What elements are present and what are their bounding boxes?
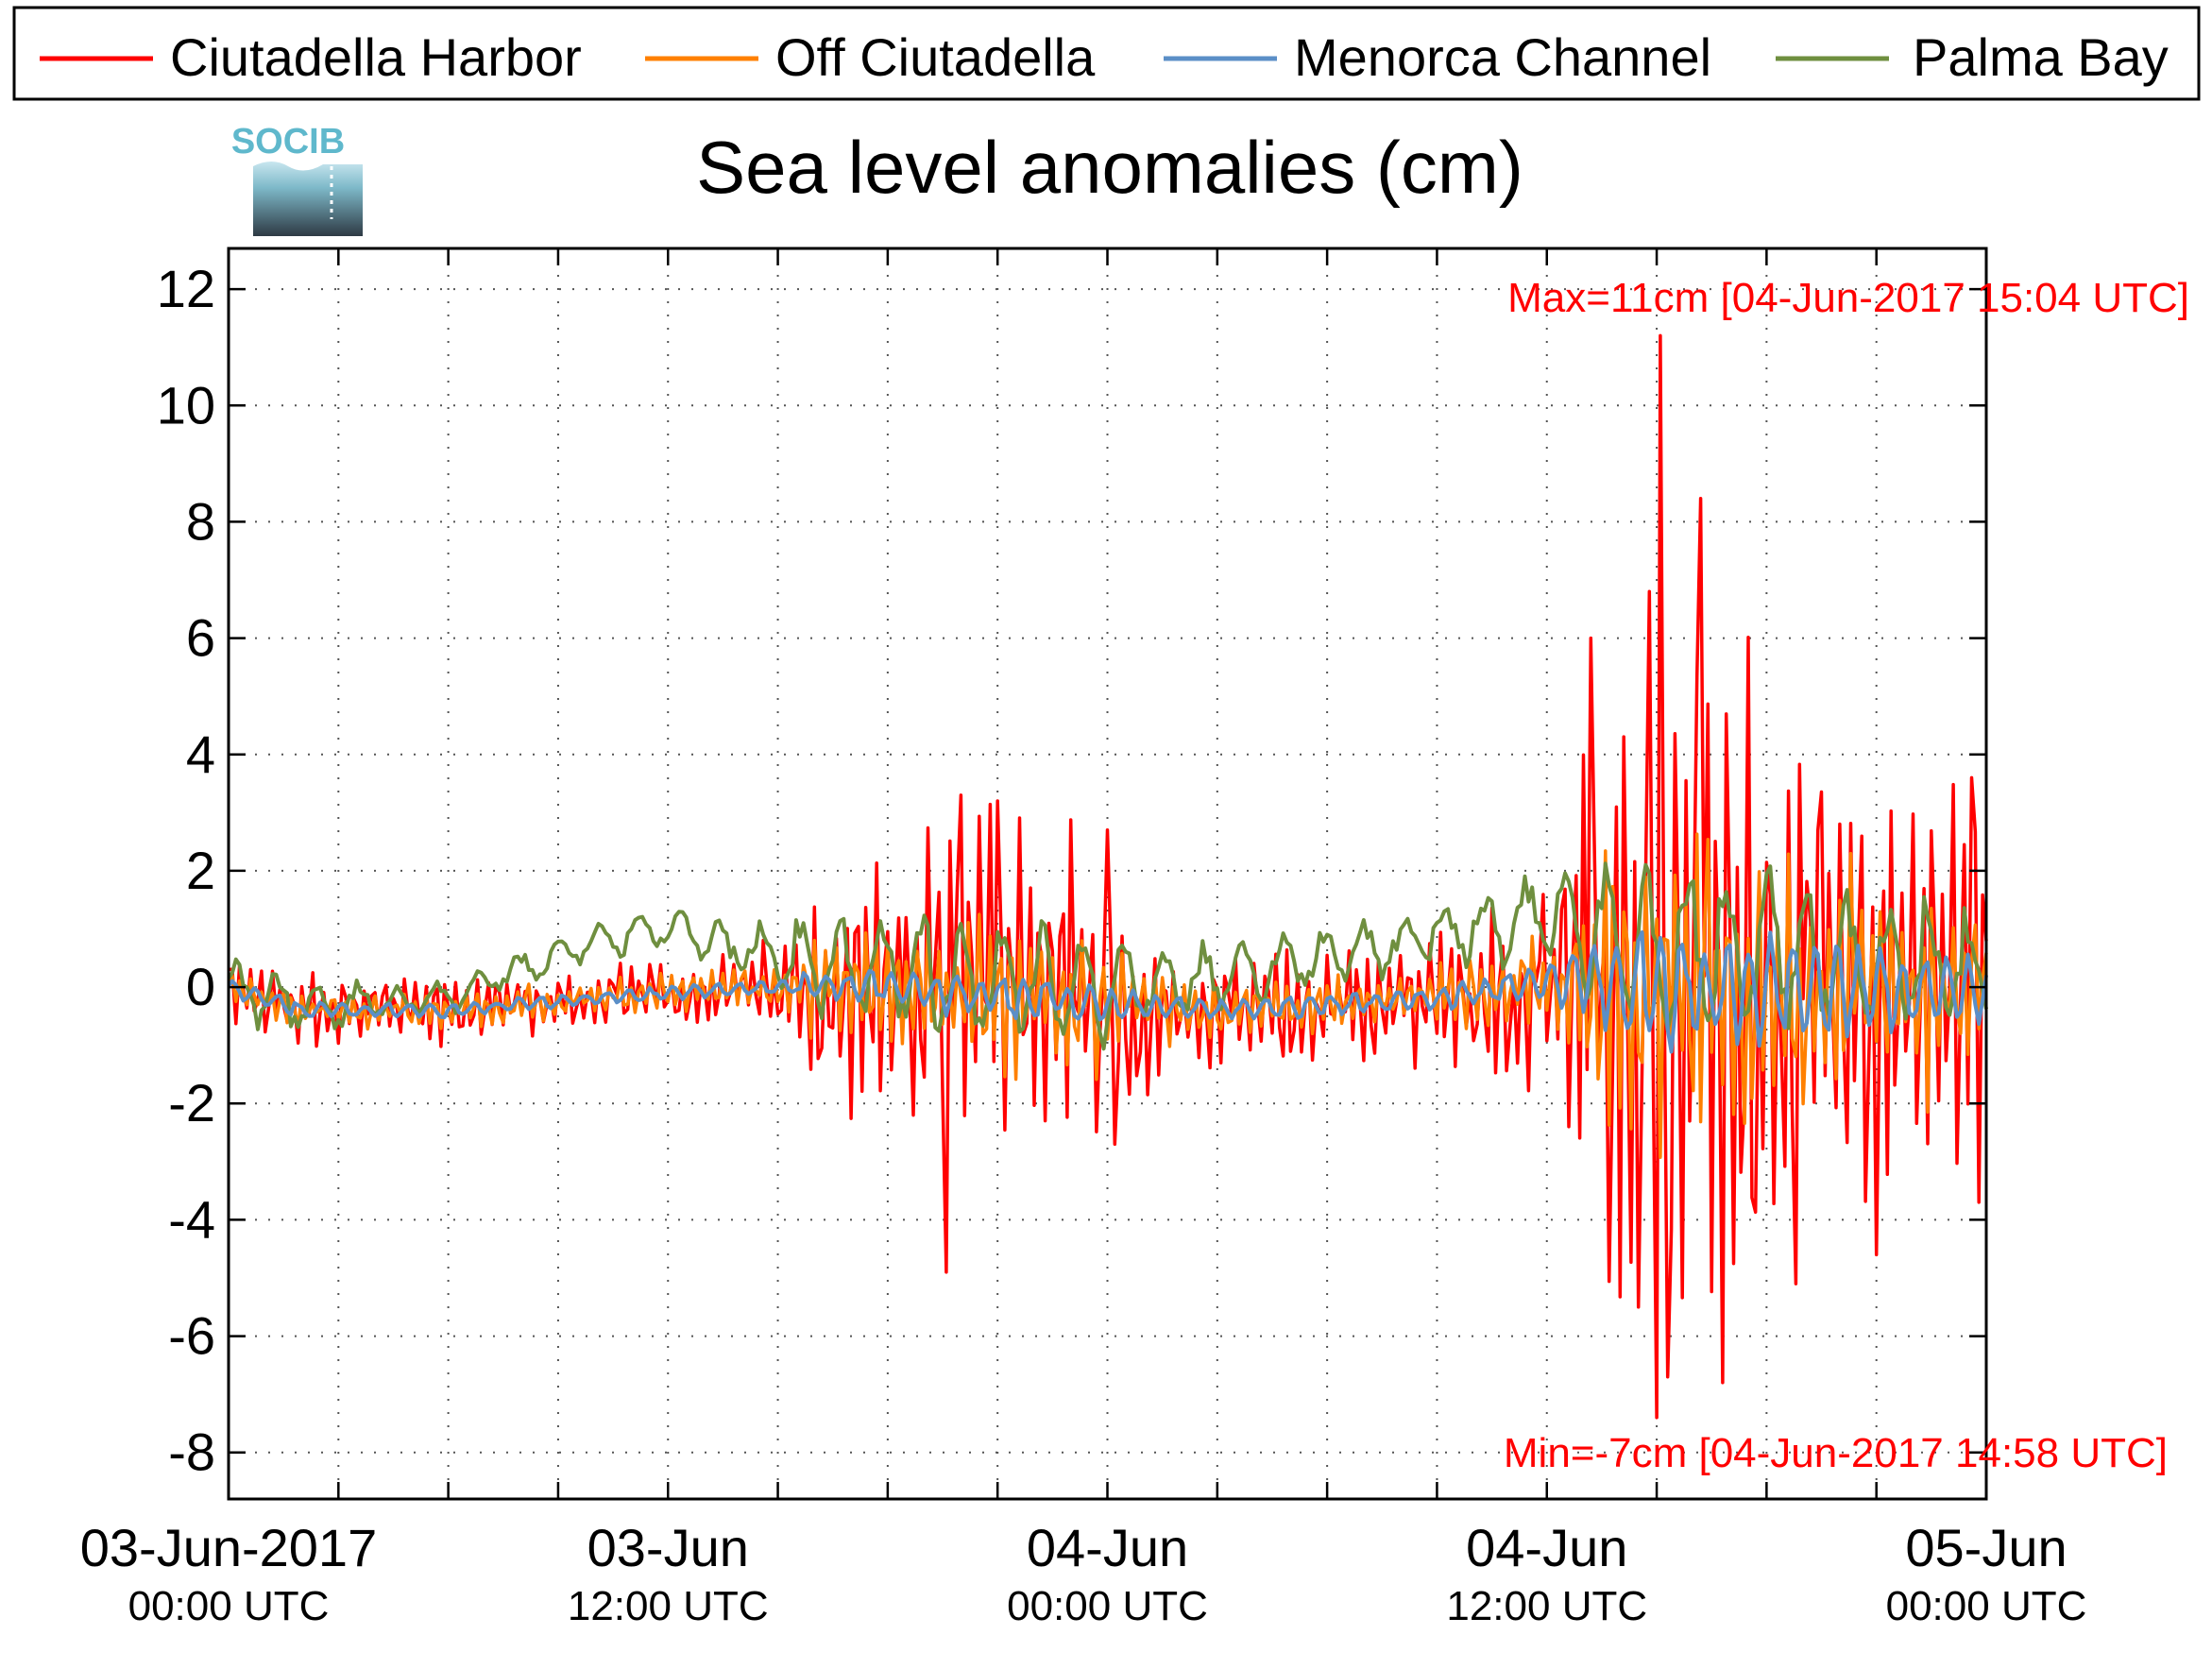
x-tick-label-time: 12:00 UTC [1446,1583,1647,1629]
y-tick-label: -6 [168,1306,215,1366]
axis-ticks [229,248,1986,1499]
y-tick-label: 2 [186,841,215,900]
y-tick-label: -2 [168,1073,215,1133]
legend-label-off-ciutadella: Off Ciutadella [775,27,1096,87]
x-tick-label-time: 12:00 UTC [568,1583,769,1629]
legend-label-ciutadella-harbor: Ciutadella Harbor [170,27,582,87]
series-line-off-ciutadella [227,832,1988,1159]
x-axis-labels: 03-Jun-2017 00:00 UTC 03-Jun 12:00 UTC 04-Ju… [80,1518,2087,1629]
legend-label-palma-bay: Palma Bay [1913,27,2169,87]
x-tick-label-date: 03-Jun-2017 [80,1518,377,1577]
y-tick-label: 6 [186,608,215,668]
annotation-max: Max=11cm [04-Jun-2017 15:04 UTC] [1507,275,2189,321]
legend-label-menorca-channel: Menorca Channel [1294,27,1711,87]
socib-logo-text: SOCIB [231,122,345,162]
y-tick-label: -8 [168,1422,215,1482]
y-axis-labels: -8 -6 -4 -2 0 2 4 6 8 10 12 [157,259,215,1482]
x-tick-label-time: 00:00 UTC [1886,1583,2087,1629]
x-tick-label-time: 00:00 UTC [128,1583,330,1629]
x-tick-label-date: 05-Jun [1905,1518,2067,1577]
plot-area [227,247,1988,1501]
y-tick-label: -4 [168,1189,215,1249]
x-tick-label-date: 04-Jun [1027,1518,1188,1577]
x-tick-label-date: 03-Jun [587,1518,749,1577]
legend: Ciutadella Harbor Off Ciutadella Menorca… [12,6,2201,101]
y-tick-label: 4 [186,724,215,784]
legend-frame [12,6,2201,101]
y-tick-label: 10 [157,375,215,434]
socib-logo-wave [253,162,363,236]
series-line-menorca-channel [227,930,1988,1054]
chart-title: Sea level anomalies (cm) [696,126,1523,209]
series-lines [227,333,1988,1420]
y-tick-label: 12 [157,259,215,318]
socib-logo: SOCIB [231,122,363,236]
series-line-palma-bay [227,861,1988,1051]
x-tick-label-date: 04-Jun [1466,1518,1627,1577]
y-tick-label: 0 [186,957,215,1016]
annotation-min: Min=-7cm [04-Jun-2017 14:58 UTC] [1504,1430,2168,1476]
y-tick-label: 8 [186,491,215,551]
x-tick-label-time: 00:00 UTC [1007,1583,1208,1629]
